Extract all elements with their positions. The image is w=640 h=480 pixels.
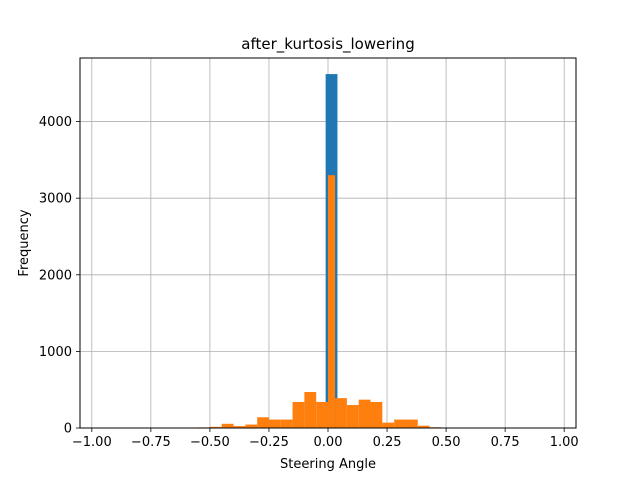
x-axis-label: Steering Angle	[280, 457, 376, 472]
y-tick-label: 2000	[39, 268, 72, 283]
chart-title: after_kurtosis_lowering	[241, 35, 414, 54]
histogram-bar-series-2	[346, 405, 359, 428]
histogram-bar-series-2	[394, 419, 406, 428]
histogram-bar-series-2	[268, 419, 281, 428]
histogram-bar-series-2	[245, 424, 258, 428]
histogram-bar-series-2	[233, 426, 246, 428]
histogram-bar-series-2	[292, 401, 305, 428]
y-tick-label: 4000	[39, 115, 72, 130]
x-tick-label: −0.25	[249, 435, 289, 450]
histogram-bars	[198, 74, 454, 428]
x-tick-label: 1.00	[550, 435, 579, 450]
histogram-bar-series-2	[316, 401, 328, 428]
histogram-bar-series-2	[221, 423, 234, 428]
histogram-bar-series-2	[405, 419, 418, 428]
x-tick-label: 0.50	[432, 435, 461, 450]
y-axis-ticks: 0 1000 2000 3000 4000	[39, 115, 80, 437]
x-tick-label: −1.00	[72, 435, 112, 450]
y-tick-label: 1000	[39, 345, 72, 360]
y-tick-label: 0	[64, 422, 72, 437]
x-tick-label: 0.25	[373, 435, 402, 450]
y-axis-label: Frequency	[17, 209, 32, 276]
x-tick-label: 0.75	[491, 435, 520, 450]
histogram-bar-series-2	[304, 391, 317, 428]
histogram-bar-series-2	[417, 425, 430, 428]
histogram-bar-series-2	[280, 419, 293, 428]
histogram-bar-series-2	[382, 422, 395, 428]
x-tick-label: −0.50	[190, 435, 230, 450]
x-axis-ticks: −1.00 −0.75 −0.50 −0.25 0.00 0.25 0.50 0.75 1.00	[72, 428, 579, 450]
histogram-bar-series-2	[209, 426, 222, 428]
histogram-bar-series-2	[328, 175, 336, 428]
y-tick-label: 3000	[39, 192, 72, 207]
x-tick-label: −0.75	[131, 435, 171, 450]
x-tick-label: 0.00	[314, 435, 343, 450]
histogram-bar-series-2	[257, 417, 269, 428]
histogram-bar-series-2	[370, 401, 383, 428]
histogram-bar-series-2	[335, 398, 347, 428]
histogram-bar-series-2	[358, 399, 371, 428]
